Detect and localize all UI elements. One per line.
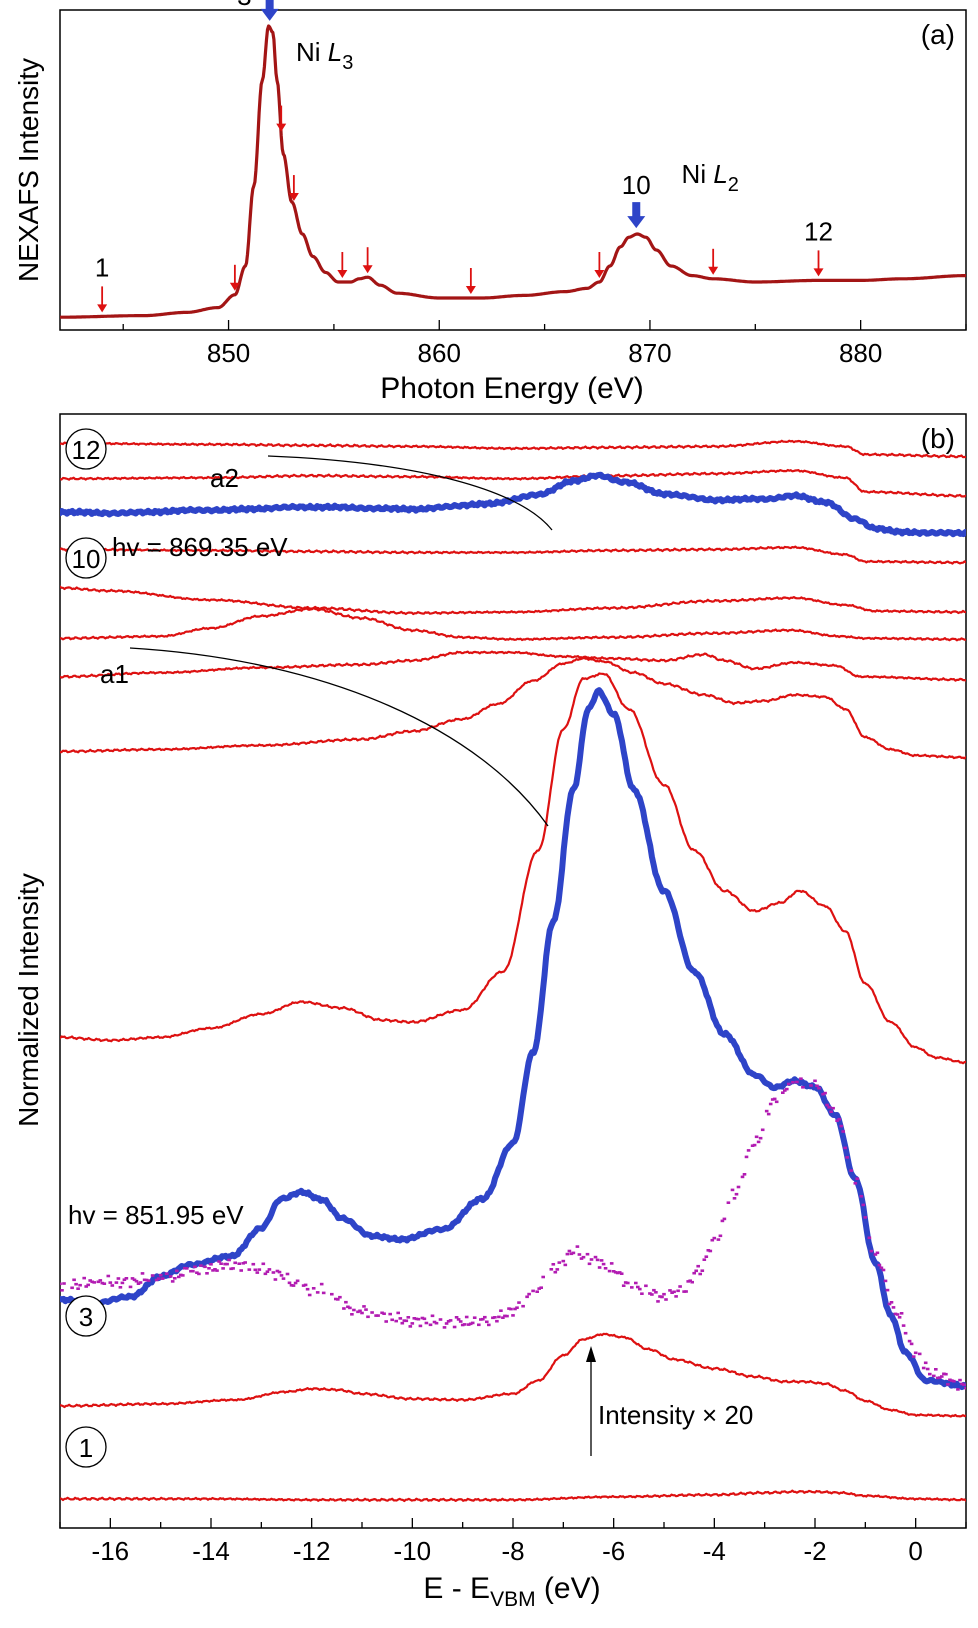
arrow-marker-3 bbox=[276, 105, 287, 132]
panel-a: 850 860 870 880 1 3 10 12 (a) Photon Energy (e… bbox=[13, 0, 967, 405]
x-tick-label-a-870: 870 bbox=[628, 338, 671, 368]
panel-a-label: (a) bbox=[921, 19, 955, 50]
x-tick-label-b--4: -4 bbox=[703, 1536, 726, 1566]
circle-label-1: 1 bbox=[65, 1426, 107, 1468]
panel-a-x-axis: 850 860 870 880 bbox=[60, 316, 967, 368]
series-spectrum-11 bbox=[60, 468, 966, 498]
svg-text:3: 3 bbox=[237, 0, 251, 11]
panel-a-curve bbox=[60, 24, 966, 319]
arrow-1: 1 bbox=[95, 252, 109, 313]
label-a1: a1 bbox=[100, 659, 129, 689]
annotation-ni-l3: Ni L3 bbox=[296, 37, 353, 74]
series-spectrum-5 bbox=[60, 656, 966, 760]
arrow-12: 12 bbox=[804, 216, 833, 277]
arrow-marker-7 bbox=[465, 268, 476, 294]
series-spectrum-7 bbox=[60, 606, 966, 642]
svg-text:1: 1 bbox=[79, 1433, 93, 1463]
arrow-marker-1 bbox=[229, 264, 240, 291]
circle-label-10: 10 bbox=[65, 537, 107, 579]
series-nexafs bbox=[60, 24, 966, 319]
svg-text:12: 12 bbox=[72, 435, 101, 465]
x-tick-label-b--16: -16 bbox=[92, 1536, 130, 1566]
arrow-marker-6 bbox=[362, 247, 373, 274]
series-spectrum-10 bbox=[60, 471, 966, 538]
svg-text:1: 1 bbox=[95, 252, 109, 282]
panel-a-xlabel: Photon Energy (eV) bbox=[380, 372, 643, 405]
panel-b: -16 -14 -12 -10 -8 -6 -4 -2 0 (b) Normalized Int… bbox=[13, 413, 967, 1611]
panel-b-frame bbox=[59, 413, 967, 1529]
x-tick-label-b--2: -2 bbox=[803, 1536, 826, 1566]
svg-text:12: 12 bbox=[804, 216, 833, 246]
series-spectrum-12 bbox=[60, 439, 966, 459]
panel-a-arrows: 1 3 10 12 bbox=[95, 0, 833, 313]
panel-a-ylabel: NEXAFS Intensity bbox=[13, 58, 44, 282]
arrow-marker-8 bbox=[594, 252, 605, 278]
panel-a-frame bbox=[59, 9, 967, 331]
label-intensity: Intensity × 20 bbox=[598, 1400, 753, 1430]
arrow-10: 10 bbox=[622, 170, 651, 229]
panel-b-ylabel: Normalized Intensity bbox=[13, 873, 44, 1127]
x-tick-label-b--10: -10 bbox=[394, 1536, 432, 1566]
x-tick-label-b--8: -8 bbox=[501, 1536, 524, 1566]
panel-b-curves bbox=[60, 439, 966, 1503]
arrow-marker-5 bbox=[337, 252, 348, 278]
svg-text:10: 10 bbox=[72, 544, 101, 574]
series-spectrum-9 bbox=[60, 545, 966, 565]
arrow-marker-4 bbox=[288, 175, 299, 202]
x-tick-label-b--14: -14 bbox=[192, 1536, 230, 1566]
x-tick-label-a-880: 880 bbox=[839, 338, 882, 368]
circle-label-12: 12 bbox=[65, 428, 107, 470]
svg-text:10: 10 bbox=[622, 170, 651, 200]
label-a2: a2 bbox=[210, 463, 239, 493]
series-spectrum-8 bbox=[60, 585, 966, 616]
panel-b-label: (b) bbox=[921, 423, 955, 454]
series-intensity-x20 bbox=[60, 1077, 966, 1391]
x-tick-label-b--12: -12 bbox=[293, 1536, 331, 1566]
x-tick-label-a-860: 860 bbox=[418, 338, 461, 368]
arrow-marker-10 bbox=[708, 248, 719, 275]
x-tick-label-b-0: 0 bbox=[908, 1536, 922, 1566]
series-spectrum-1 bbox=[60, 1489, 966, 1503]
intensity-arrow-head bbox=[586, 1346, 596, 1362]
x-tick-label-b--6: -6 bbox=[602, 1536, 625, 1566]
a2-guide-line bbox=[267, 455, 553, 531]
series-spectrum-6 bbox=[60, 650, 966, 682]
series-spectrum-4 bbox=[60, 672, 966, 1065]
panel-a-annotations: Ni L3 Ni L2 bbox=[296, 37, 739, 196]
annotation-ni-l2: Ni L2 bbox=[682, 159, 739, 196]
svg-text:3: 3 bbox=[79, 1302, 93, 1332]
series-spectrum-2 bbox=[60, 1332, 966, 1418]
panel-b-xlabel: E - EVBM (eV) bbox=[423, 1572, 600, 1611]
panel-b-x-axis: -16 -14 -12 -10 -8 -6 -4 -2 0 bbox=[59, 1518, 967, 1566]
arrow-3: 3 bbox=[237, 0, 279, 21]
x-tick-label-a-850: 850 bbox=[207, 338, 250, 368]
circle-label-3: 3 bbox=[65, 1295, 107, 1337]
series-spectrum-3 bbox=[60, 687, 966, 1391]
a1-guide-line bbox=[129, 647, 549, 827]
label-hv-10: hv = 869.35 eV bbox=[112, 532, 288, 562]
label-hv-3: hv = 851.95 eV bbox=[68, 1200, 244, 1230]
